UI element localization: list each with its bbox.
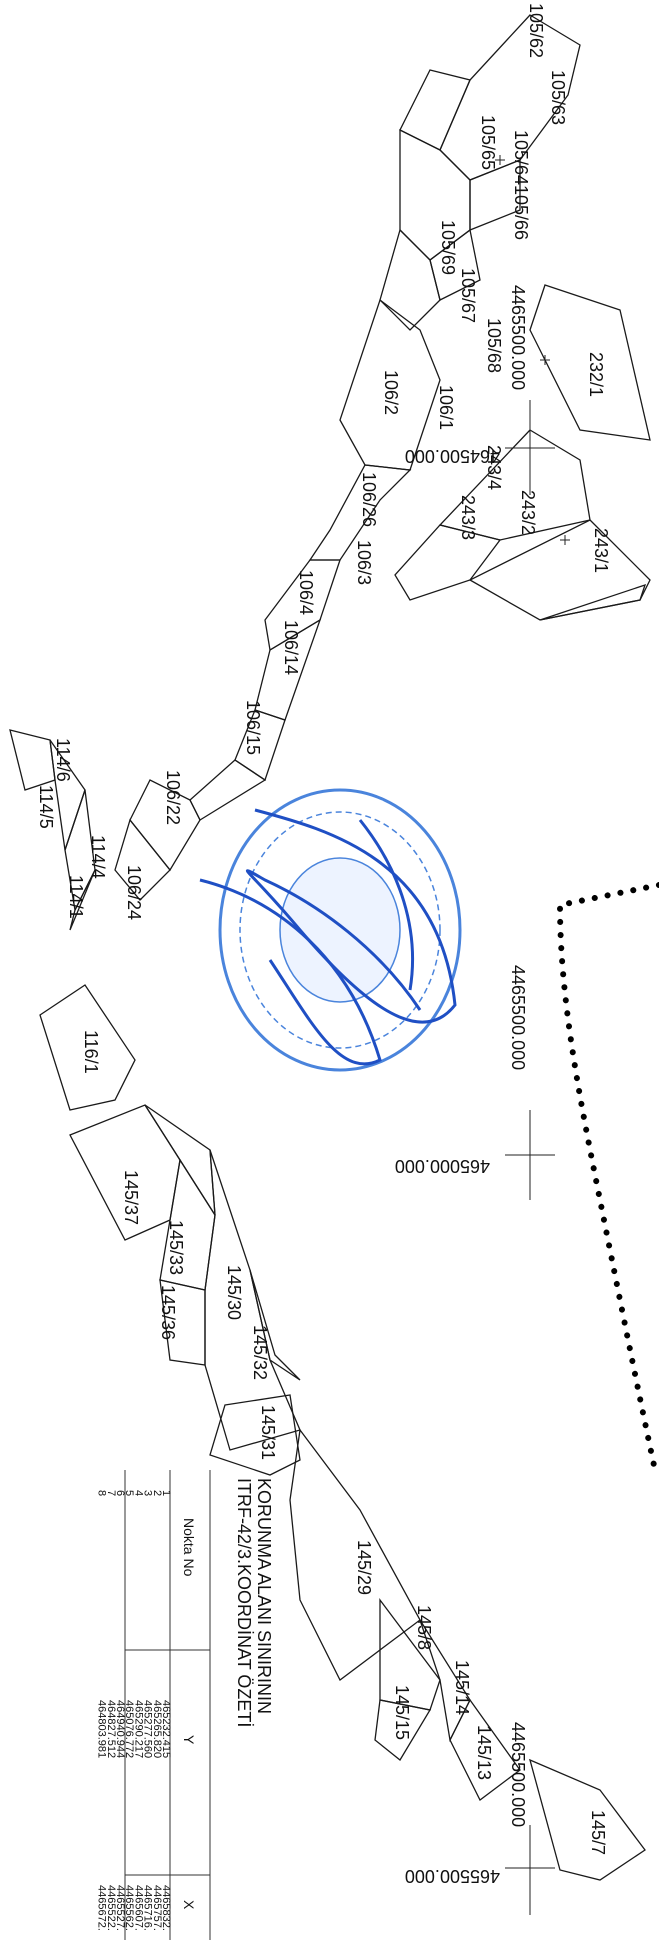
parcel-label: 106/15 [243, 700, 263, 755]
signature [199, 808, 457, 1066]
grid-marker-bottom [505, 1825, 555, 1915]
parcel-label: 106/26 [359, 472, 379, 527]
parcel-label: 145/30 [224, 1265, 244, 1320]
grid-y-top-label: 464500.000 [405, 446, 500, 466]
parcel-label: 105/67 [458, 268, 478, 323]
parcel-label: 105/65 [478, 115, 498, 170]
table-cell-y: 465277.560 [142, 1700, 154, 1758]
table-cell-x: 4465562. [123, 1885, 135, 1931]
table-cell-no: 8 [96, 1490, 108, 1496]
parcel-label: 145/29 [354, 1540, 374, 1595]
table-cell-x: 4465716. [142, 1885, 154, 1931]
point-markers [495, 155, 570, 545]
protection-boundary [556, 882, 659, 1473]
parcel-label: 105/64 [511, 130, 531, 185]
table-cell-no: 1 [160, 1490, 172, 1496]
table-cell-y: 464940.944 [114, 1700, 126, 1758]
table-cell-x: 4465832. [160, 1885, 172, 1931]
parcel-label: 105/62 [526, 3, 546, 58]
parcel-label: 105/69 [438, 220, 458, 275]
parcel-label: 114/5 [36, 785, 56, 829]
parcel-label: 243/1 [591, 528, 611, 573]
table-cell-y: 465232.415 [160, 1700, 172, 1758]
parcel-label: 145/36 [158, 1285, 178, 1340]
parcel-label: 106/22 [163, 770, 183, 825]
table-rows: 1465232.4154465832.2465265.8204465757.34… [96, 1490, 172, 1931]
table-cell-no: 2 [151, 1490, 163, 1496]
parcel-label: 145/13 [474, 1725, 494, 1780]
parcel-label: 243/3 [458, 495, 478, 540]
table-cell-no: 6 [114, 1490, 126, 1496]
parcel-label: 116/1 [81, 1030, 101, 1074]
parcel-label: 145/14 [452, 1660, 472, 1715]
table-cell-no: 3 [142, 1490, 154, 1496]
table-cell-x: 4465527. [114, 1885, 126, 1931]
parcel-label: 145/33 [166, 1220, 186, 1275]
table-header-x: X [181, 1900, 197, 1910]
table-cell-x: 4465607. [132, 1885, 144, 1931]
parcel-label: 145/31 [258, 1405, 278, 1460]
grid-x-bottom-label: 4465500.000 [508, 1722, 528, 1827]
parcel-label: 145/32 [250, 1325, 270, 1380]
parcel-label: 243/2 [518, 490, 538, 535]
table-cell-y: 465265.820 [151, 1700, 163, 1758]
table-cell-y: 464803.981 [96, 1700, 108, 1758]
grid-y-mid-label: 465000.000 [395, 1156, 490, 1176]
parcel-label: 105/68 [484, 318, 504, 373]
table-cell-no: 5 [123, 1490, 135, 1496]
parcel-label: 105/66 [511, 185, 531, 240]
grid-x-top-label: 4465500.000 [508, 285, 528, 390]
table-cell-x: 4465672. [96, 1885, 108, 1931]
grid-marker-mid [505, 1110, 555, 1200]
parcel-outlines [9, 14, 651, 1881]
table-cell-y: 465290.217 [132, 1700, 144, 1758]
parcel-label: 145/37 [121, 1170, 141, 1225]
parcel-label: 145/7 [588, 1810, 608, 1855]
parcel-label: 106/3 [354, 540, 374, 585]
parcel-label: 232/1 [586, 352, 606, 397]
official-stamp [218, 788, 462, 1072]
table-cell-x: 4465757. [151, 1885, 163, 1931]
parcel-label: 106/2 [381, 370, 401, 415]
table-header-y: Y [181, 1735, 197, 1745]
parcel-label: 114/6 [53, 738, 73, 782]
parcel-label: 145/8 [414, 1605, 434, 1650]
grid-x-mid-label: 4465500.000 [508, 965, 528, 1070]
table-title-1: KORUNMA ALANI SINIRININ [254, 1478, 274, 1714]
table-header-no: Nokta No [181, 1518, 197, 1577]
parcel-label: 106/1 [436, 385, 456, 430]
parcel-label: 106/4 [296, 570, 316, 615]
parcel-label: 106/24 [124, 865, 144, 920]
table-cell-y: 464827.512 [105, 1700, 117, 1758]
parcel-label: 145/15 [392, 1685, 412, 1740]
coordinate-table: KORUNMA ALANI SINIRININ ITRF-42/3.KOORDİ… [96, 1470, 274, 1940]
parcel-label: 106/14 [281, 620, 301, 675]
table-cell-no: 4 [132, 1490, 144, 1496]
parcel-labels: 105/62 105/63 105/65 105/64 105/66 105/6… [36, 3, 611, 1855]
table-title-2: ITRF-42/3.KOORDİNAT ÖZETİ [234, 1478, 254, 1727]
parcel-label: 114/1 [66, 875, 86, 919]
parcel-label: 105/63 [548, 70, 568, 125]
grid-marker-top [505, 400, 555, 495]
table-cell-y: 465076.772 [123, 1700, 135, 1758]
table-cell-no: 7 [105, 1490, 117, 1496]
table-cell-x: 4465522. [105, 1885, 117, 1931]
parcel-label: 243/4 [484, 445, 504, 490]
grid-y-bottom-label: 465500.000 [405, 1866, 500, 1886]
parcel-label: 114/4 [88, 835, 108, 879]
